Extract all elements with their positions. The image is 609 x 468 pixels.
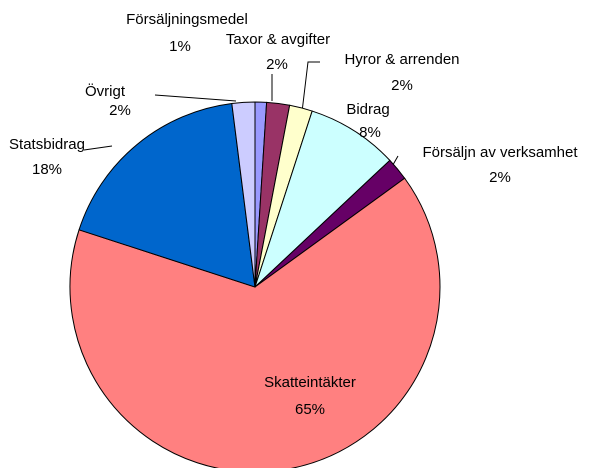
slice-label: Försäljn av verksamhet: [422, 144, 578, 161]
slice-label: Hyror & arrenden: [344, 51, 459, 68]
pie-slice: [254, 110, 391, 288]
slice-value-label: 2%: [391, 77, 413, 94]
slice-value-label: 8%: [359, 124, 381, 141]
slice-value-label: 2%: [109, 102, 131, 119]
leader-line: [154, 94, 237, 102]
slice-label: Taxor & avgifter: [226, 31, 330, 48]
slice-label: Statsbidrag: [9, 136, 85, 153]
slice-label: Skatteintäkter: [264, 374, 356, 391]
slice-value-label: 2%: [489, 169, 511, 186]
slice-value-label: 2%: [266, 56, 288, 73]
leader-lines: [83, 61, 399, 171]
slice-value-label: 1%: [169, 38, 191, 55]
pie-slice: [231, 101, 256, 288]
leader-line: [83, 145, 113, 151]
slice-value-label: 65%: [295, 401, 325, 418]
slice-label: Försäljningsmedel: [126, 11, 248, 28]
slice-value-label: 18%: [32, 161, 62, 178]
slice-label: Övrigt: [85, 82, 126, 100]
slice-label: Bidrag: [346, 101, 389, 118]
leader-line: [301, 61, 320, 113]
pie-slice: [78, 102, 256, 288]
pie-slice: [69, 177, 441, 468]
